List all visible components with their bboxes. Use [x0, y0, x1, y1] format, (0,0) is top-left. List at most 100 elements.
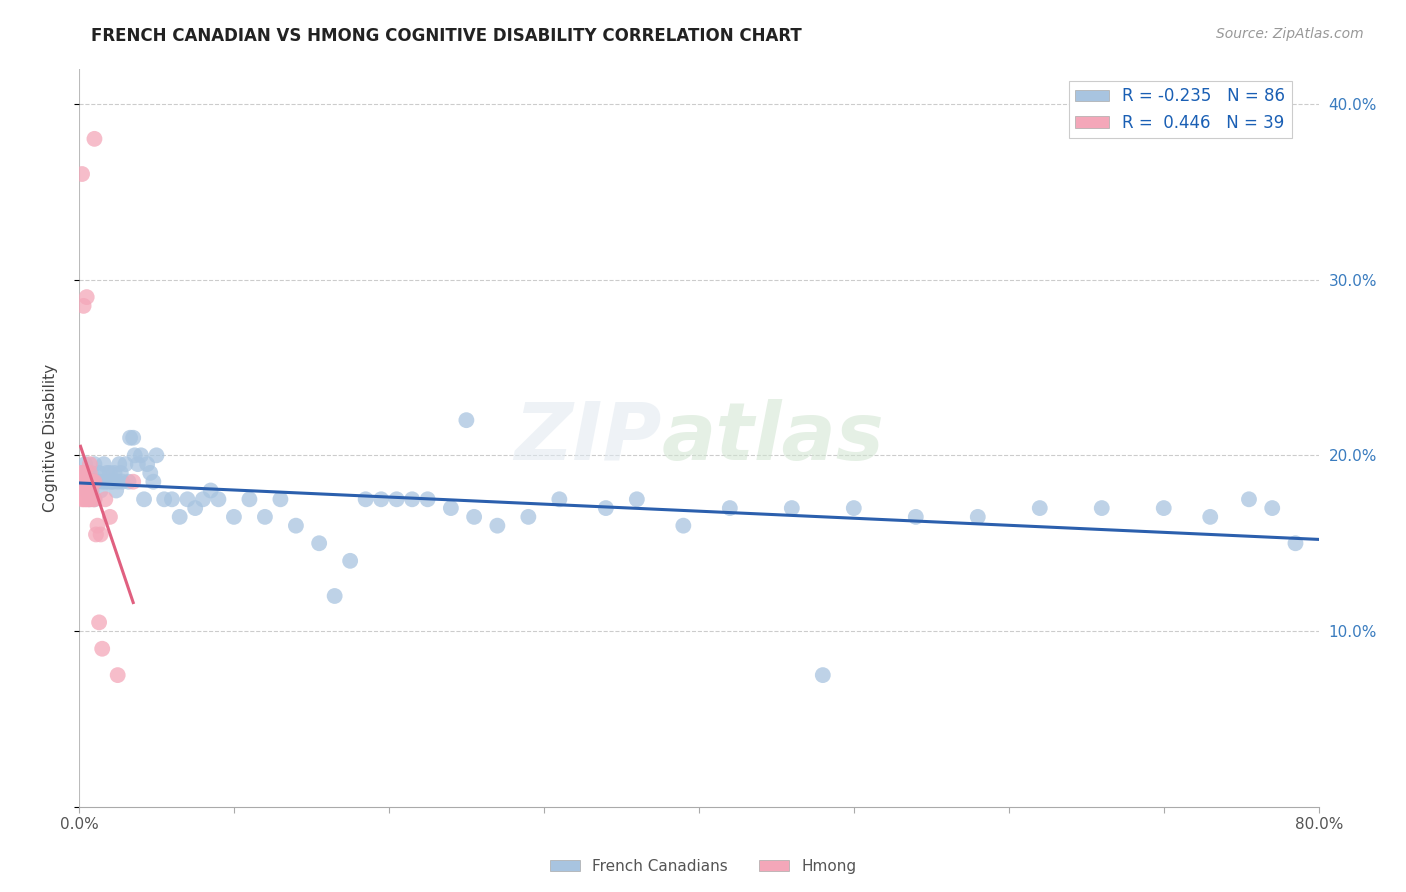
Point: [127, 457, 149, 471]
Point: [1284, 536, 1306, 550]
Point: [94, 475, 117, 489]
Point: [486, 518, 509, 533]
Point: [339, 554, 361, 568]
Point: [122, 431, 145, 445]
Point: [110, 466, 132, 480]
Point: [76, 290, 98, 304]
Point: [966, 509, 988, 524]
Point: [83, 132, 105, 146]
Point: [120, 431, 142, 445]
Point: [517, 509, 540, 524]
Point: [153, 492, 176, 507]
Point: [91, 641, 114, 656]
Point: [72, 475, 94, 489]
Point: [105, 483, 128, 498]
Point: [98, 466, 121, 480]
Point: [79, 492, 101, 507]
Point: [90, 527, 112, 541]
Point: [76, 483, 98, 498]
Legend: French Canadians, Hmong: French Canadians, Hmong: [543, 853, 863, 880]
Point: [136, 457, 159, 471]
Point: [132, 492, 155, 507]
Point: [76, 475, 98, 489]
Point: [780, 501, 803, 516]
Point: [122, 475, 145, 489]
Point: [1153, 501, 1175, 516]
Point: [69, 475, 91, 489]
Point: [98, 509, 121, 524]
Point: [75, 475, 97, 489]
Point: [87, 615, 110, 630]
Text: atlas: atlas: [662, 399, 884, 476]
Point: [76, 475, 98, 489]
Point: [80, 483, 103, 498]
Point: [75, 492, 97, 507]
Point: [76, 492, 98, 507]
Point: [145, 448, 167, 462]
Point: [548, 492, 571, 507]
Point: [401, 492, 423, 507]
Point: [222, 509, 245, 524]
Point: [142, 475, 165, 489]
Point: [811, 668, 834, 682]
Point: [76, 475, 98, 489]
Point: [80, 483, 103, 498]
Point: [169, 509, 191, 524]
Point: [100, 475, 122, 489]
Point: [77, 492, 100, 507]
Point: [82, 492, 104, 507]
Point: [77, 466, 100, 480]
Point: [93, 457, 115, 471]
Point: [1199, 509, 1222, 524]
Point: [238, 492, 260, 507]
Point: [1261, 501, 1284, 516]
Y-axis label: Cognitive Disability: Cognitive Disability: [44, 364, 58, 512]
Point: [139, 466, 162, 480]
Point: [69, 466, 91, 480]
Point: [83, 475, 105, 489]
Point: [111, 475, 134, 489]
Point: [107, 475, 129, 489]
Point: [101, 475, 124, 489]
Text: ZIP: ZIP: [515, 399, 662, 476]
Point: [80, 475, 103, 489]
Point: [114, 457, 136, 471]
Text: Source: ZipAtlas.com: Source: ZipAtlas.com: [1216, 27, 1364, 41]
Point: [77, 475, 100, 489]
Point: [117, 475, 139, 489]
Point: [904, 509, 927, 524]
Point: [595, 501, 617, 516]
Point: [385, 492, 408, 507]
Point: [72, 483, 94, 498]
Point: [72, 483, 94, 498]
Point: [91, 475, 114, 489]
Point: [86, 518, 108, 533]
Point: [79, 475, 101, 489]
Point: [97, 475, 120, 489]
Point: [440, 501, 463, 516]
Point: [70, 466, 93, 480]
Point: [83, 457, 105, 471]
Point: [124, 448, 146, 462]
Point: [70, 167, 93, 181]
Point: [104, 466, 127, 480]
Point: [84, 475, 107, 489]
Point: [626, 492, 648, 507]
Point: [77, 483, 100, 498]
Point: [79, 466, 101, 480]
Point: [129, 448, 152, 462]
Point: [107, 668, 129, 682]
Point: [72, 299, 94, 313]
Point: [463, 509, 485, 524]
Point: [1029, 501, 1052, 516]
Point: [416, 492, 439, 507]
Point: [269, 492, 291, 507]
Point: [83, 492, 105, 507]
Point: [354, 492, 377, 507]
Legend: R = -0.235   N = 86, R =  0.446   N = 39: R = -0.235 N = 86, R = 0.446 N = 39: [1069, 80, 1292, 138]
Point: [72, 492, 94, 507]
Point: [76, 483, 98, 498]
Point: [79, 457, 101, 471]
Point: [207, 492, 229, 507]
Point: [70, 475, 93, 489]
